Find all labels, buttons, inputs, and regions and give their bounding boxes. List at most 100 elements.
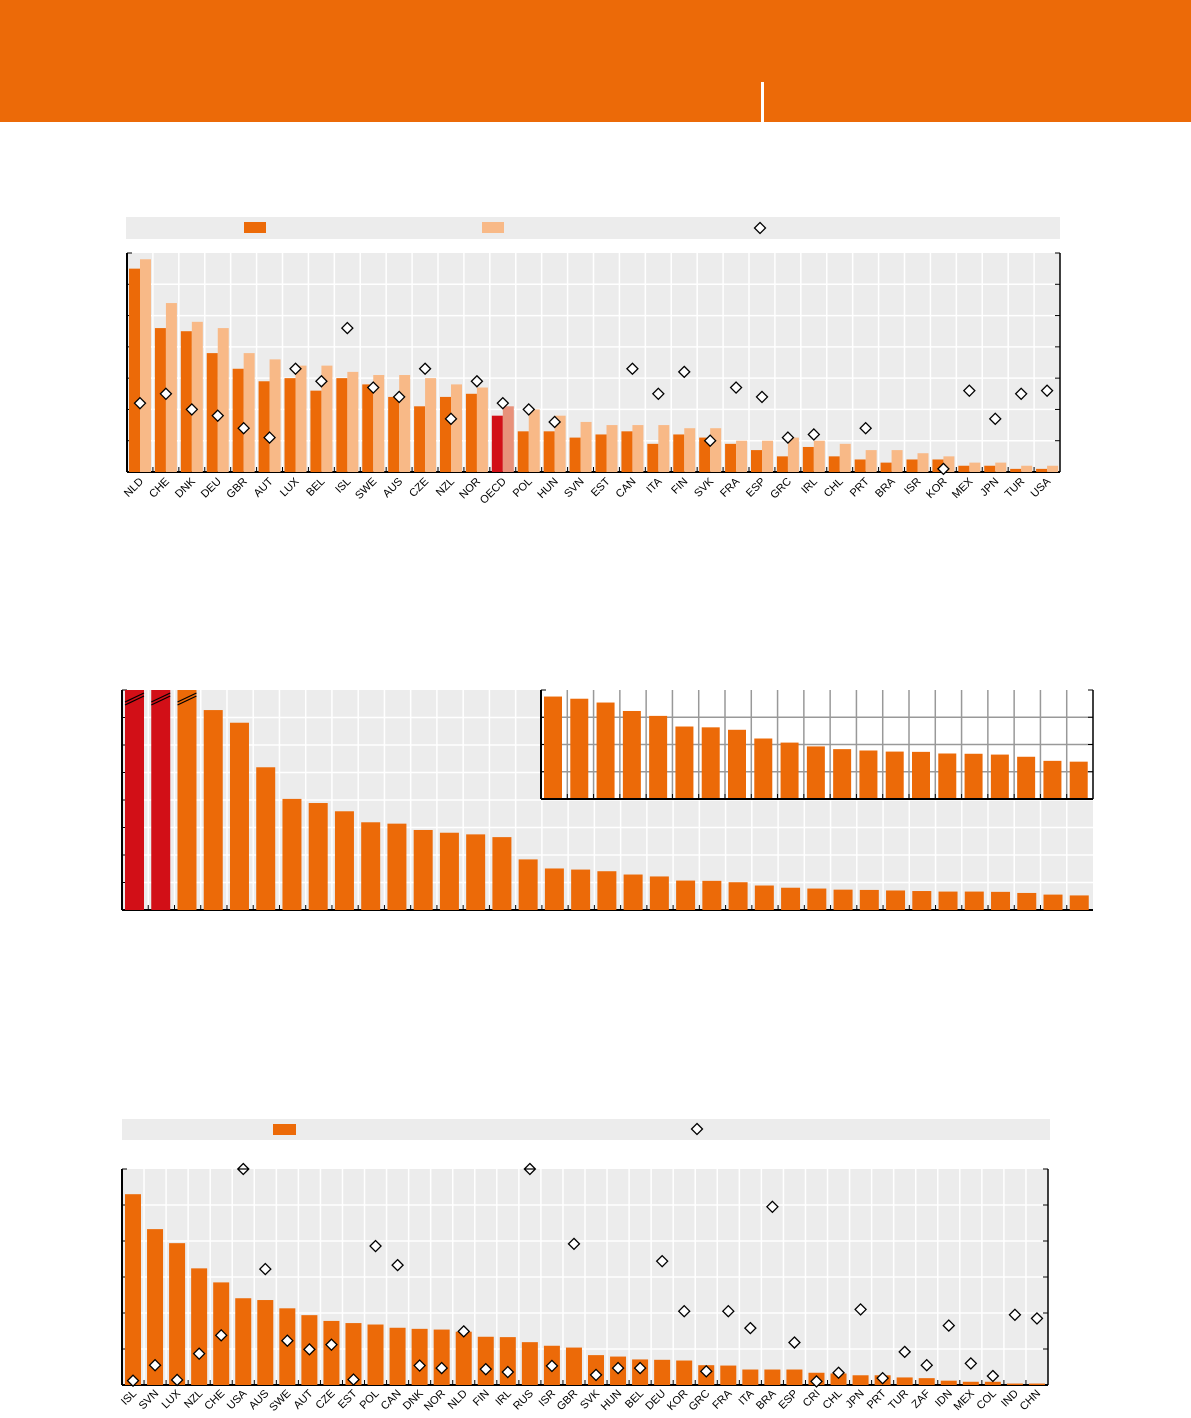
bar <box>1028 1383 1045 1385</box>
category-label: TUR <box>1003 476 1028 501</box>
bar <box>389 1327 406 1385</box>
bar-light <box>1021 465 1033 472</box>
bar <box>203 710 223 910</box>
category-label: ZAF <box>910 1387 933 1410</box>
bar <box>125 1194 141 1385</box>
category-label: SVK <box>692 475 717 500</box>
inset-bar <box>544 696 562 798</box>
bar <box>565 1347 582 1385</box>
marker-diamond <box>810 1374 823 1388</box>
marker-diamond <box>729 381 743 394</box>
marker-diamond <box>1014 387 1028 401</box>
bar-light <box>295 365 307 472</box>
marker-diamond <box>192 1347 206 1361</box>
marker-diamond <box>625 362 639 376</box>
bar <box>912 891 932 910</box>
bar-dark <box>647 443 659 472</box>
bar-dark <box>673 434 685 472</box>
inset-bar <box>570 698 589 798</box>
inset-bar <box>701 727 720 798</box>
bar-light <box>1047 465 1059 472</box>
inset-bar <box>1069 761 1088 798</box>
marker-diamond <box>413 1359 427 1372</box>
bar-light <box>580 421 592 472</box>
marker-diamond <box>765 1200 779 1214</box>
bar-light <box>191 321 203 472</box>
category-label: JPN <box>844 1388 867 1411</box>
bar <box>477 1336 494 1385</box>
inset-bar <box>675 726 694 798</box>
category-label: MEX <box>952 1387 978 1413</box>
bar-light <box>658 425 670 472</box>
category-label: ESP <box>777 1388 801 1412</box>
bar-dark <box>180 331 192 472</box>
category-label: OECD <box>478 476 509 507</box>
bar-dark <box>154 328 166 472</box>
bar-light <box>165 303 177 472</box>
bar-dark <box>1036 468 1048 472</box>
marker-diamond <box>325 1338 338 1352</box>
axis-break-mark <box>150 695 171 706</box>
bar <box>1006 1383 1023 1385</box>
marker-diamond <box>457 1324 471 1338</box>
marker-diamond <box>314 374 328 388</box>
marker-diamond <box>743 1321 757 1335</box>
bar <box>962 1381 979 1385</box>
inset-bar <box>780 742 799 798</box>
category-label: CHN <box>1018 1388 1043 1413</box>
bar <box>256 767 276 910</box>
marker-diamond <box>655 1254 669 1268</box>
bar-light <box>554 415 566 472</box>
bar <box>361 822 381 910</box>
category-label: BRA <box>873 475 898 500</box>
marker-diamond <box>418 362 432 376</box>
bar <box>125 690 144 910</box>
bar <box>455 1331 472 1385</box>
bar-light <box>373 375 385 472</box>
bar <box>492 837 512 910</box>
bar <box>852 1375 869 1385</box>
bar <box>1043 894 1063 910</box>
bar <box>830 1373 847 1385</box>
marker-diamond <box>781 431 795 445</box>
category-label: CZE <box>407 476 431 500</box>
marker-diamond <box>470 374 484 388</box>
bar-dark <box>595 434 607 472</box>
marker-diamond <box>237 421 251 435</box>
bar <box>964 891 984 910</box>
bar-dark <box>388 396 400 472</box>
category-label: PRT <box>865 1387 889 1411</box>
bar-dark <box>129 268 140 472</box>
bar <box>544 868 564 910</box>
marker-diamond <box>501 1365 515 1379</box>
chart-3: ISLSVNLUXNZLCHEUSAAUSSWEAUTCZEESTPOLCAND… <box>119 1119 1050 1414</box>
bar-dark <box>932 459 944 472</box>
marker-diamond <box>807 428 821 441</box>
inset-bar <box>622 710 641 798</box>
marker-diamond <box>898 1345 912 1359</box>
bar <box>754 885 774 910</box>
category-label: CAN <box>614 476 639 501</box>
bar-dark <box>776 456 788 472</box>
bar-dark <box>258 381 270 472</box>
marker-diamond <box>876 1371 890 1385</box>
bar-dark <box>440 396 451 472</box>
bar <box>833 889 853 910</box>
marker-diamond <box>496 396 510 410</box>
category-label: ITA <box>644 475 664 495</box>
marker-diamond <box>611 1361 625 1375</box>
category-label: BEL <box>304 476 327 499</box>
inset-bar <box>754 738 773 798</box>
category-label: CHL <box>822 476 846 500</box>
category-label: HUN <box>535 476 560 501</box>
header-divider <box>761 82 764 122</box>
category-label: POL <box>358 1388 382 1412</box>
legend-diamond-icon <box>753 221 767 235</box>
bar-light <box>762 440 773 472</box>
marker-diamond <box>548 415 562 429</box>
marker-diamond <box>263 431 277 445</box>
category-label: RUS <box>511 1388 536 1413</box>
category-label: CRI <box>801 1388 823 1410</box>
category-label: BRA <box>754 1387 779 1412</box>
inset-bar <box>912 751 930 798</box>
